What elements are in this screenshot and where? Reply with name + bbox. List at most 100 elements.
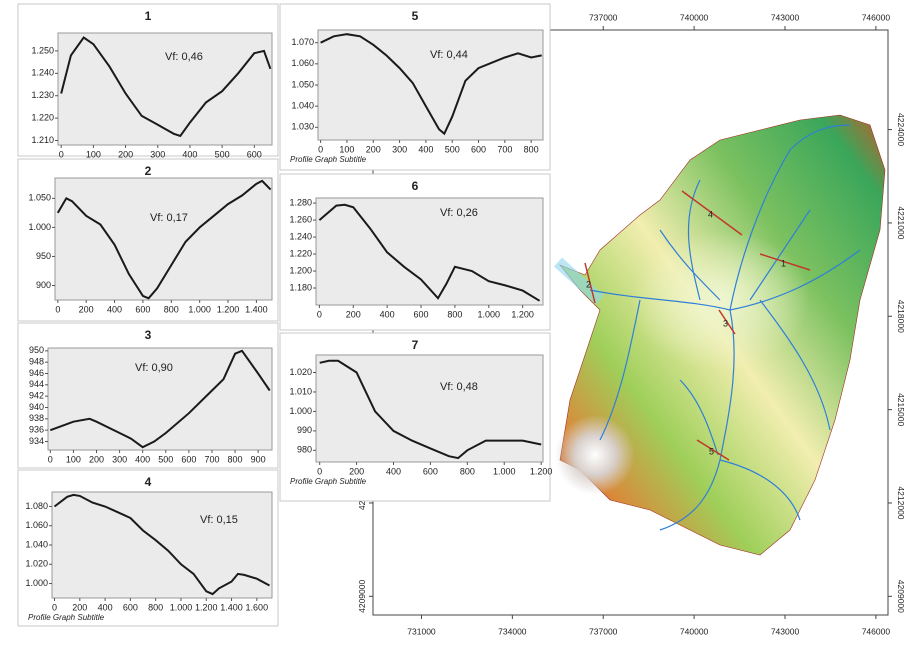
x-tick-label: 200 xyxy=(79,304,94,314)
profile-label: 3 xyxy=(723,318,728,328)
x-tick-label: 1.000 xyxy=(170,602,193,612)
annotation: Vf: 0,26 xyxy=(440,207,478,219)
x-tick-label: 1.600 xyxy=(246,602,269,612)
y-tick-label: 1.240 xyxy=(289,231,312,241)
y-tick-label: 1.030 xyxy=(291,122,314,132)
y-tick-label: 1.020 xyxy=(289,367,312,377)
profile-label: 1 xyxy=(781,258,786,268)
x-tick-label: 300 xyxy=(392,144,407,154)
annotation: Vf: 0,46 xyxy=(165,51,203,63)
subtitle: Profile Graph Subtitle xyxy=(290,477,367,486)
y-tick-label: 940 xyxy=(29,402,44,412)
x-tick-label: 100 xyxy=(86,149,101,159)
figure: 7370007400007430007460007310007340007370… xyxy=(0,0,909,645)
x-tick-label: 200 xyxy=(349,466,364,476)
x-tick-label: 400 xyxy=(418,144,433,154)
profile-panel: 702004006008001.0001.2009809901.0001.010… xyxy=(280,333,552,501)
x-tick-label: 700 xyxy=(497,144,512,154)
x-tick-label: 400 xyxy=(98,602,113,612)
map-tick-label: 740000 xyxy=(680,12,709,22)
profile-panel: 101002003004005006001.2101.2201.2301.240… xyxy=(18,4,278,159)
x-tick-label: 800 xyxy=(164,304,179,314)
x-tick-label: 1.000 xyxy=(188,304,211,314)
chart-title: 6 xyxy=(412,179,419,193)
x-tick-label: 1.200 xyxy=(530,466,553,476)
annotation: Vf: 0,15 xyxy=(200,514,238,526)
x-tick-label: 600 xyxy=(414,309,429,319)
x-tick-label: 400 xyxy=(107,304,122,314)
map-tick-label: 4221000 xyxy=(896,206,906,239)
y-tick-label: 1.000 xyxy=(25,578,48,588)
x-tick-label: 0 xyxy=(317,309,322,319)
map-tick-label: 746000 xyxy=(862,626,891,636)
peak-shade xyxy=(555,415,635,495)
x-tick-label: 600 xyxy=(123,602,138,612)
y-tick-label: 944 xyxy=(29,379,44,389)
map-tick-label: 737000 xyxy=(589,626,618,636)
map-tick-label: 740000 xyxy=(680,626,709,636)
x-tick-label: 400 xyxy=(182,149,197,159)
y-tick-label: 1.060 xyxy=(25,520,48,530)
x-tick-label: 0 xyxy=(55,304,60,314)
y-tick-label: 1.050 xyxy=(291,79,314,89)
x-tick-label: 200 xyxy=(89,454,104,464)
y-tick-label: 1.050 xyxy=(28,193,51,203)
y-tick-label: 1.200 xyxy=(289,265,312,275)
y-tick-label: 1.080 xyxy=(25,501,48,511)
chart-title: 3 xyxy=(145,328,152,342)
y-tick-label: 938 xyxy=(29,413,44,423)
x-tick-label: 800 xyxy=(447,309,462,319)
y-tick-label: 1.250 xyxy=(31,45,54,55)
x-tick-label: 500 xyxy=(445,144,460,154)
map-tick-label: 743000 xyxy=(771,12,800,22)
chart-title: 5 xyxy=(412,9,419,23)
x-tick-label: 0 xyxy=(48,454,53,464)
annotation: Vf: 0,48 xyxy=(440,381,478,393)
annotation: Vf: 0,17 xyxy=(150,212,188,224)
profile-panel: 202004006008001.0001.2001.4009009501.000… xyxy=(18,159,278,321)
x-tick-label: 600 xyxy=(181,454,196,464)
profile-label: 4 xyxy=(708,209,713,219)
y-tick-label: 934 xyxy=(29,436,44,446)
x-tick-label: 100 xyxy=(339,144,354,154)
x-tick-label: 600 xyxy=(247,149,262,159)
plot-area xyxy=(318,30,543,140)
y-tick-label: 1.240 xyxy=(31,68,54,78)
y-tick-label: 936 xyxy=(29,425,44,435)
profile-panel: 602004006008001.0001.2001.1801.2001.2201… xyxy=(280,174,550,330)
annotation: Vf: 0,44 xyxy=(430,49,468,61)
subtitle: Profile Graph Subtitle xyxy=(290,155,367,164)
x-tick-label: 600 xyxy=(423,466,438,476)
x-tick-label: 900 xyxy=(251,454,266,464)
map-tick-label: 4224000 xyxy=(896,113,906,146)
map-tick-label: 4212000 xyxy=(896,486,906,519)
x-tick-label: 1.400 xyxy=(220,602,243,612)
y-tick-label: 950 xyxy=(36,251,51,261)
x-tick-label: 1.200 xyxy=(195,602,218,612)
x-tick-label: 0 xyxy=(317,466,322,476)
x-tick-label: 700 xyxy=(204,454,219,464)
profile-panel: 501002003004005006007008001.0301.0401.05… xyxy=(280,4,550,170)
y-tick-label: 1.020 xyxy=(25,559,48,569)
x-tick-label: 400 xyxy=(386,466,401,476)
y-tick-label: 1.070 xyxy=(291,37,314,47)
x-tick-label: 200 xyxy=(72,602,87,612)
y-tick-label: 980 xyxy=(297,445,312,455)
y-tick-label: 1.210 xyxy=(31,135,54,145)
y-tick-label: 1.000 xyxy=(28,222,51,232)
x-tick-label: 1.200 xyxy=(511,309,534,319)
map-tick-label: 4209000 xyxy=(896,580,906,613)
x-tick-label: 600 xyxy=(135,304,150,314)
y-tick-label: 948 xyxy=(29,357,44,367)
x-tick-label: 200 xyxy=(366,144,381,154)
x-tick-label: 500 xyxy=(158,454,173,464)
y-tick-label: 990 xyxy=(297,425,312,435)
y-tick-label: 900 xyxy=(36,280,51,290)
x-tick-label: 200 xyxy=(118,149,133,159)
map-tick-label: 746000 xyxy=(862,12,891,22)
chart-title: 2 xyxy=(145,164,152,178)
x-tick-label: 500 xyxy=(215,149,230,159)
profile-panel: 402004006008001.0001.2001.4001.6001.0001… xyxy=(18,470,278,626)
y-tick-label: 1.220 xyxy=(31,112,54,122)
